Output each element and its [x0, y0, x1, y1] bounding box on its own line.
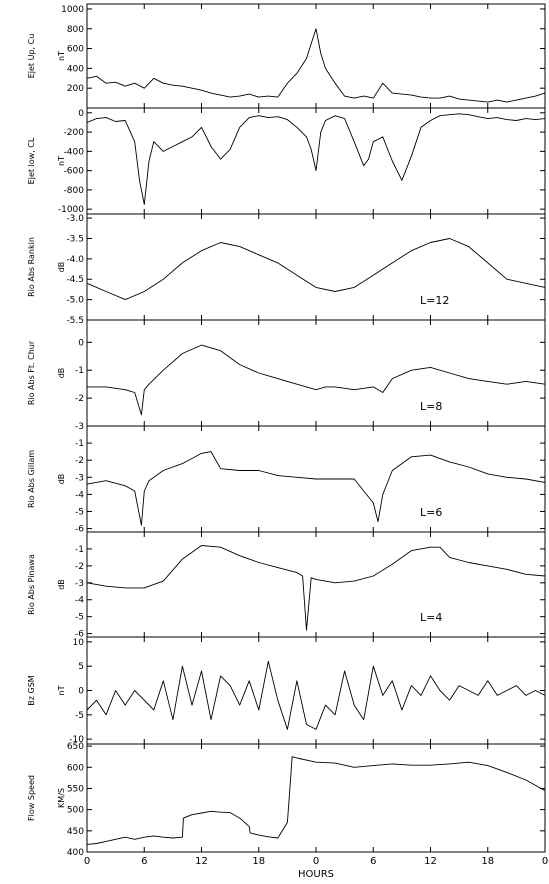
- series-line-flow-speed: [86, 756, 546, 845]
- ylabel-flow-speed: Flow Speed: [27, 775, 36, 821]
- y-tick-label-rio-rankin: -5.0: [66, 296, 84, 306]
- ylabel-ejet-low: Ejet low, CL: [27, 137, 36, 184]
- y-tick-label-ejet-low: -1000: [58, 205, 84, 215]
- unit-label-rio-rankin: dB: [57, 262, 66, 273]
- y-tick-label-bz-gsm: -5: [75, 711, 84, 721]
- x-tick-label: 12: [424, 856, 437, 867]
- panel-frame-ejet-low: [86, 107, 546, 215]
- panel-frame-ejet-up: [86, 3, 546, 109]
- y-tick-label-rio-gillam: -3: [75, 473, 84, 483]
- y-tick-label-bz-gsm: 0: [78, 687, 84, 697]
- x-tick-label: 6: [370, 856, 376, 867]
- series-line-bz-gsm: [86, 660, 546, 730]
- series-line-rio-rankin: [86, 238, 546, 301]
- y-tick-label-rio-pinawa: -6: [75, 630, 84, 640]
- unit-label-rio-churchill: dB: [57, 368, 66, 379]
- y-tick-label-rio-gillam: -4: [75, 490, 84, 500]
- unit-label-ejet-up: nT: [57, 51, 66, 61]
- y-tick-label-rio-churchill: -2: [75, 394, 84, 404]
- unit-label-rio-gillam: dB: [57, 474, 66, 485]
- unit-label-ejet-low: nT: [57, 156, 66, 166]
- annotation-rio-rankin: L=12: [420, 294, 449, 307]
- ylabel-bz-gsm: Bz GSM: [27, 675, 36, 706]
- y-tick-label-rio-pinawa: -5: [75, 613, 84, 623]
- panel-frame-rio-pinawa: [86, 531, 546, 638]
- y-tick-label-bz-gsm: 10: [73, 638, 85, 648]
- panel-frame-bz-gsm: [86, 636, 546, 745]
- x-tick-label: 18: [481, 856, 494, 867]
- series-line-ejet-up: [86, 28, 546, 103]
- y-tick-label-ejet-up: 200: [67, 84, 84, 94]
- x-tick-label: 12: [195, 856, 208, 867]
- annotation-rio-gillam: L=6: [420, 506, 442, 519]
- y-tick-label-ejet-up: 1000: [61, 5, 84, 15]
- x-tick-label: 0: [84, 856, 90, 867]
- y-tick-label-ejet-low: 0: [78, 109, 84, 119]
- ylabel-rio-rankin: Rio Abs Rankin: [27, 237, 36, 297]
- y-tick-label-rio-gillam: -2: [75, 456, 84, 466]
- x-tick-label: 0: [542, 856, 548, 867]
- y-tick-label-bz-gsm: 5: [78, 662, 84, 672]
- y-tick-label-rio-churchill: -1: [75, 366, 84, 376]
- y-tick-label-rio-pinawa: -1: [75, 545, 84, 555]
- y-tick-label-bz-gsm: -10: [69, 735, 84, 745]
- y-tick-label-rio-rankin: -5.5: [66, 316, 84, 326]
- x-tick-label: 18: [252, 856, 265, 867]
- panel-frame-rio-churchill: [86, 319, 546, 427]
- ylabel-ejet-up: Ejet Up, Cu: [27, 34, 36, 79]
- y-tick-label-flow-speed: 500: [67, 806, 84, 816]
- y-tick-label-flow-speed: 450: [67, 827, 84, 837]
- x-tick-label: 6: [141, 856, 147, 867]
- unit-label-flow-speed: KM/S: [57, 788, 66, 808]
- y-tick-label-rio-churchill: -3: [75, 422, 84, 432]
- y-tick-label-rio-pinawa: -4: [75, 596, 84, 606]
- y-tick-label-flow-speed: 550: [67, 784, 84, 794]
- panel-frame-rio-rankin: [86, 213, 546, 321]
- y-tick-label-rio-rankin: -3.5: [66, 234, 84, 244]
- y-tick-label-rio-pinawa: -3: [75, 579, 84, 589]
- y-tick-label-rio-pinawa: -2: [75, 562, 84, 572]
- ylabel-rio-churchill: Rio Abs Ft. Chur: [27, 340, 36, 405]
- series-line-rio-pinawa: [86, 545, 546, 631]
- annotation-rio-pinawa: L=4: [420, 611, 442, 624]
- series-line-rio-gillam: [86, 451, 546, 526]
- y-tick-label-ejet-low: -600: [64, 167, 85, 177]
- series-line-rio-churchill: [87, 344, 546, 416]
- y-tick-label-ejet-low: -400: [64, 147, 85, 157]
- y-tick-label-ejet-up: 600: [67, 45, 84, 55]
- annotation-rio-churchill: L=8: [420, 400, 442, 413]
- y-tick-label-rio-rankin: -4.5: [66, 275, 84, 285]
- y-tick-label-flow-speed: 600: [67, 763, 84, 773]
- y-tick-label-rio-gillam: -5: [75, 507, 84, 517]
- y-tick-label-flow-speed: 650: [67, 742, 84, 752]
- y-tick-label-rio-rankin: -3.0: [66, 214, 84, 224]
- ylabel-rio-pinawa: Rio Abs Pinawa: [27, 554, 36, 615]
- x-tick-label: 0: [313, 856, 319, 867]
- y-tick-label-ejet-up: 800: [67, 25, 84, 35]
- y-tick-label-ejet-low: -200: [64, 128, 85, 138]
- series-line-ejet-low: [86, 113, 546, 205]
- y-tick-label-rio-churchill: 0: [78, 338, 84, 348]
- x-axis-label: HOURS: [298, 869, 334, 880]
- unit-label-bz-gsm: nT: [57, 685, 66, 695]
- unit-label-rio-pinawa: dB: [57, 579, 66, 590]
- y-tick-label-flow-speed: 400: [67, 848, 84, 858]
- y-tick-label-rio-gillam: -1: [75, 439, 84, 449]
- ylabel-rio-gillam: Rio Abs Gillam: [27, 450, 36, 508]
- y-tick-label-rio-gillam: -6: [75, 525, 84, 535]
- y-tick-label-ejet-up: 400: [67, 64, 84, 74]
- y-tick-label-ejet-low: -800: [64, 186, 85, 196]
- y-tick-label-rio-rankin: -4.0: [66, 255, 84, 265]
